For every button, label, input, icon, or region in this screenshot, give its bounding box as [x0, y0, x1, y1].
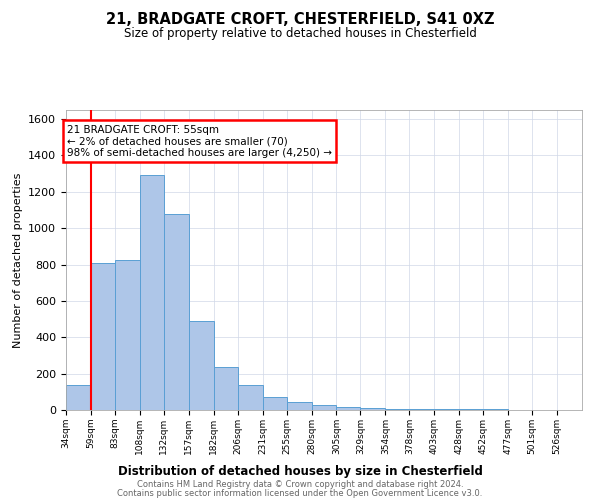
- Text: Distribution of detached houses by size in Chesterfield: Distribution of detached houses by size …: [118, 464, 482, 477]
- Bar: [189, 321, 214, 410]
- Bar: [311, 406, 337, 410]
- Bar: [287, 402, 311, 410]
- Bar: [263, 398, 287, 410]
- Bar: [434, 409, 459, 410]
- Bar: [140, 176, 164, 410]
- Text: Contains HM Land Registry data © Crown copyright and database right 2024.: Contains HM Land Registry data © Crown c…: [137, 480, 463, 489]
- Bar: [238, 386, 263, 410]
- Text: Contains public sector information licensed under the Open Government Licence v3: Contains public sector information licen…: [118, 488, 482, 498]
- Text: 21, BRADGATE CROFT, CHESTERFIELD, S41 0XZ: 21, BRADGATE CROFT, CHESTERFIELD, S41 0X…: [106, 12, 494, 28]
- Bar: [214, 368, 238, 410]
- Bar: [361, 408, 385, 410]
- Y-axis label: Number of detached properties: Number of detached properties: [13, 172, 23, 348]
- Bar: [409, 409, 434, 410]
- Bar: [115, 260, 140, 410]
- Bar: [91, 262, 115, 410]
- Bar: [66, 384, 91, 410]
- Bar: [337, 408, 361, 410]
- Bar: [164, 214, 189, 410]
- Text: 21 BRADGATE CROFT: 55sqm
← 2% of detached houses are smaller (70)
98% of semi-de: 21 BRADGATE CROFT: 55sqm ← 2% of detache…: [67, 124, 332, 158]
- Bar: [385, 408, 409, 410]
- Text: Size of property relative to detached houses in Chesterfield: Size of property relative to detached ho…: [124, 28, 476, 40]
